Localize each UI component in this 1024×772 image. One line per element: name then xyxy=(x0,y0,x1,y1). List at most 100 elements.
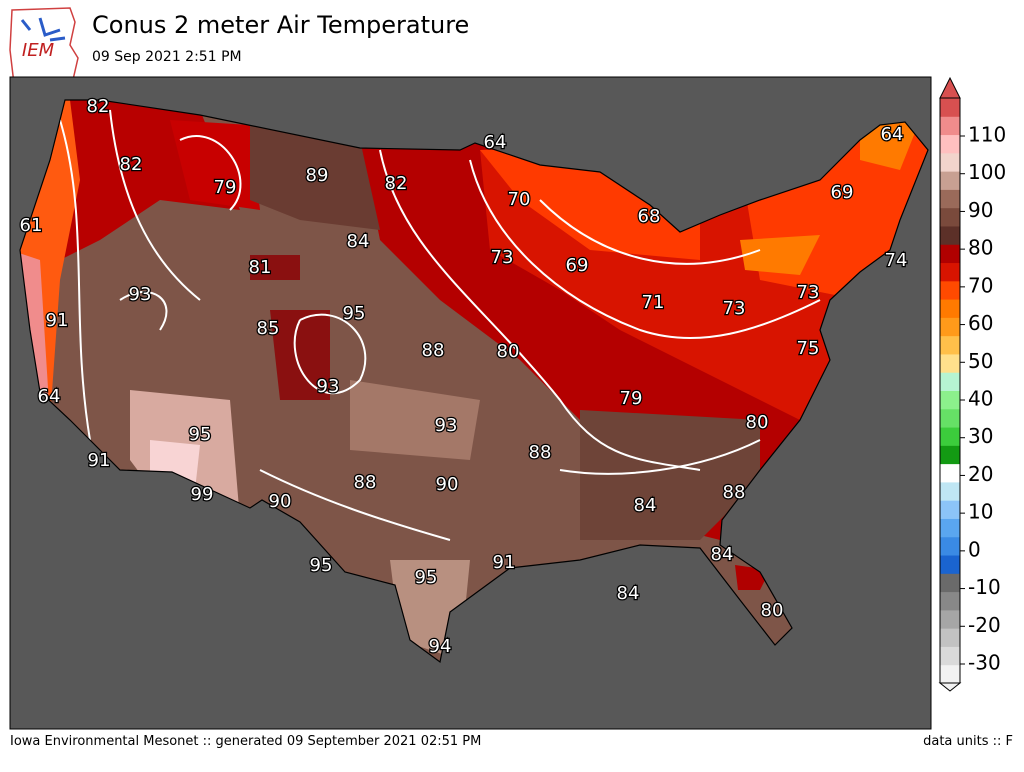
colorbar-band xyxy=(940,335,960,355)
colorbar-tick-label: 0 xyxy=(968,537,981,561)
colorbar-band xyxy=(940,463,960,483)
colorbar-band xyxy=(940,116,960,136)
temperature-label: 89 xyxy=(306,165,329,186)
colorbar-end xyxy=(938,682,962,692)
colorbar-tick-label: 10 xyxy=(968,500,993,524)
temperature-label: 95 xyxy=(310,555,333,576)
temperature-label: 88 xyxy=(422,340,445,361)
temperature-label: 84 xyxy=(347,231,370,252)
colorbar-tick-label: 30 xyxy=(968,424,993,448)
colorbar-end xyxy=(939,76,961,99)
colorbar-band xyxy=(940,664,960,684)
temperature-label: 90 xyxy=(269,491,292,512)
colorbar-tick-label: 80 xyxy=(968,236,993,260)
colorbar-band xyxy=(940,317,960,337)
colorbar-tick-label: 100 xyxy=(968,160,1006,184)
colorbar-band xyxy=(940,244,960,264)
temperature-label: 82 xyxy=(87,96,110,117)
temperature-label: 79 xyxy=(214,177,237,198)
colorbar-band xyxy=(940,390,960,410)
colorbar-band xyxy=(940,353,960,373)
temperature-label: 64 xyxy=(881,124,904,145)
colorbar-band xyxy=(940,555,960,574)
temperature-label: 75 xyxy=(797,338,820,359)
colorbar-band xyxy=(940,500,960,519)
temperature-label: 80 xyxy=(761,600,784,621)
temperature-label: 74 xyxy=(885,250,908,271)
temperature-label: 73 xyxy=(723,298,746,319)
colorbar-band xyxy=(940,262,960,282)
temperature-label: 68 xyxy=(638,206,661,227)
colorbar-band xyxy=(940,646,960,666)
colorbar-tick-label: 20 xyxy=(968,462,993,486)
colorbar-band xyxy=(940,518,960,538)
temperature-label: 64 xyxy=(38,386,61,407)
colorbar-band xyxy=(940,207,960,227)
temperature-label: 95 xyxy=(189,424,212,445)
colorbar-band xyxy=(940,299,960,318)
colorbar-band xyxy=(940,536,960,556)
temperature-label: 88 xyxy=(529,442,552,463)
temperature-label: 80 xyxy=(746,412,769,433)
temperature-label: 99 xyxy=(191,484,214,505)
temperature-label: 69 xyxy=(566,255,589,276)
temperature-label: 95 xyxy=(415,567,438,588)
footer-left: Iowa Environmental Mesonet :: generated … xyxy=(10,734,481,749)
temperature-label: 94 xyxy=(429,636,452,657)
footer-right: data units :: F xyxy=(923,734,1013,749)
temperature-label: 85 xyxy=(257,318,280,339)
temperature-label: 91 xyxy=(493,552,516,573)
colorbar-tick-label: 50 xyxy=(968,349,993,373)
temperature-label: 90 xyxy=(436,474,459,495)
temperature-label: 69 xyxy=(831,182,854,203)
colorbar-band xyxy=(940,573,960,593)
colorbar-tick-label: 110 xyxy=(968,123,1006,147)
colorbar-tick-label: 40 xyxy=(968,387,993,411)
colorbar-band xyxy=(940,171,960,190)
temperature-label: 73 xyxy=(491,247,514,268)
logo: IEM xyxy=(9,7,79,85)
temperature-label: 93 xyxy=(317,376,340,397)
temperature-label: 88 xyxy=(354,472,377,493)
colorbar-band xyxy=(940,98,960,117)
title: Conus 2 meter Air Temperature xyxy=(92,11,469,39)
temperature-label: 91 xyxy=(88,450,111,471)
temperature-label: 84 xyxy=(634,495,657,516)
colorbar-band xyxy=(940,189,960,209)
colorbar-band xyxy=(940,445,960,465)
colorbar-tick-label: -10 xyxy=(968,575,1001,599)
colorbar-band xyxy=(940,481,960,501)
colorbar-band xyxy=(940,152,960,172)
subtitle: 09 Sep 2021 2:51 PM xyxy=(92,49,242,65)
temperature-label: 61 xyxy=(20,215,43,236)
colorbar-frame xyxy=(939,97,961,684)
temperature-label: 82 xyxy=(385,173,408,194)
colorbar-band xyxy=(940,628,960,647)
temperature-label: 71 xyxy=(642,292,665,313)
colorbar-band xyxy=(940,591,960,611)
temperature-label: 88 xyxy=(723,482,746,503)
colorbar-tick-label: 90 xyxy=(968,198,993,222)
colorbar-tick-label: 60 xyxy=(968,311,993,335)
temperature-label: 80 xyxy=(497,341,520,362)
colorbar-band xyxy=(940,225,960,245)
temperature-label: 95 xyxy=(343,303,366,324)
colorbar-band xyxy=(940,408,960,428)
temperature-label: 84 xyxy=(617,583,640,604)
colorbar-tick-label: -30 xyxy=(968,651,1001,675)
colorbar-tick-label: 70 xyxy=(968,273,993,297)
temperature-label: 64 xyxy=(484,132,507,153)
colorbar-tick-label: -20 xyxy=(968,613,1001,637)
temperature-label: 93 xyxy=(129,284,152,305)
colorbar-band xyxy=(940,609,960,629)
colorbar-band xyxy=(940,372,960,391)
station-labels: 82 82 79 89 64 82 70 68 69 64 61 84 81 73 69 74 93 95 71 73… xyxy=(18,95,908,659)
temperature-label: 79 xyxy=(620,388,643,409)
temperature-label: 93 xyxy=(435,415,458,436)
temperature-label: 84 xyxy=(711,544,734,565)
colorbar-band xyxy=(940,280,960,300)
temperature-label: 82 xyxy=(120,154,143,175)
colorbar: -30 -20 -10 0 10 20 30 40 50 60 70 80 90 100 110 xyxy=(938,76,1006,692)
